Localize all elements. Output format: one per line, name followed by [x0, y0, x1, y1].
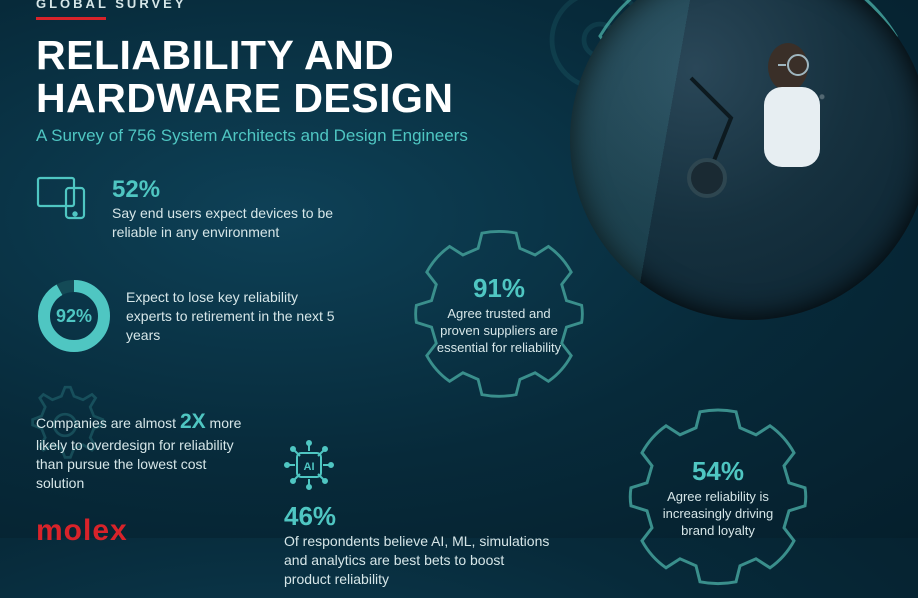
lamp-icon — [671, 68, 791, 208]
molex-logo: molex — [36, 514, 128, 548]
stat-devices-pct: 52% — [112, 176, 346, 204]
stat-overdesign-text: Companies are almost 2X more likely to o… — [36, 408, 256, 493]
title-line-1: RELIABILITY AND — [36, 32, 394, 78]
ai-chip-icon: AI — [284, 440, 564, 495]
hero-photo — [570, 0, 918, 320]
gear-suppliers-text: Agree trusted and proven suppliers are e… — [432, 306, 566, 357]
gear-loyalty-pct: 54% — [692, 456, 744, 487]
stat-ai-block: AI 46% Of respondents believe AI, ML, si… — [284, 440, 564, 589]
gear-stat-suppliers: 91% Agree trusted and proven suppliers a… — [404, 220, 594, 410]
stat-overdesign-2x: 2X — [180, 410, 206, 433]
title-line-2: HARDWARE DESIGN — [36, 75, 454, 121]
stat-ai-pct: 46% — [284, 501, 564, 532]
stat-devices-text: Say end users expect devices to be relia… — [112, 204, 346, 242]
stat-ai-text: Of respondents believe AI, ML, simulatio… — [284, 532, 554, 589]
stat-retire-pct: 92% — [36, 278, 112, 354]
engineer-silhouette-icon — [724, 25, 844, 185]
stat-retire-text: Expect to lose key reliability experts t… — [126, 288, 336, 345]
stat-overdesign-prefix: Companies are almost — [36, 415, 180, 431]
donut-chart-icon: 92% — [36, 278, 112, 354]
red-accent-bar — [36, 17, 106, 20]
gear-loyalty-text: Agree reliability is increasingly drivin… — [646, 489, 790, 540]
gear-stat-loyalty: 54% Agree reliability is increasingly dr… — [618, 398, 818, 598]
svg-text:AI: AI — [304, 461, 315, 473]
devices-icon — [36, 176, 88, 225]
gear-suppliers-pct: 91% — [473, 273, 525, 304]
